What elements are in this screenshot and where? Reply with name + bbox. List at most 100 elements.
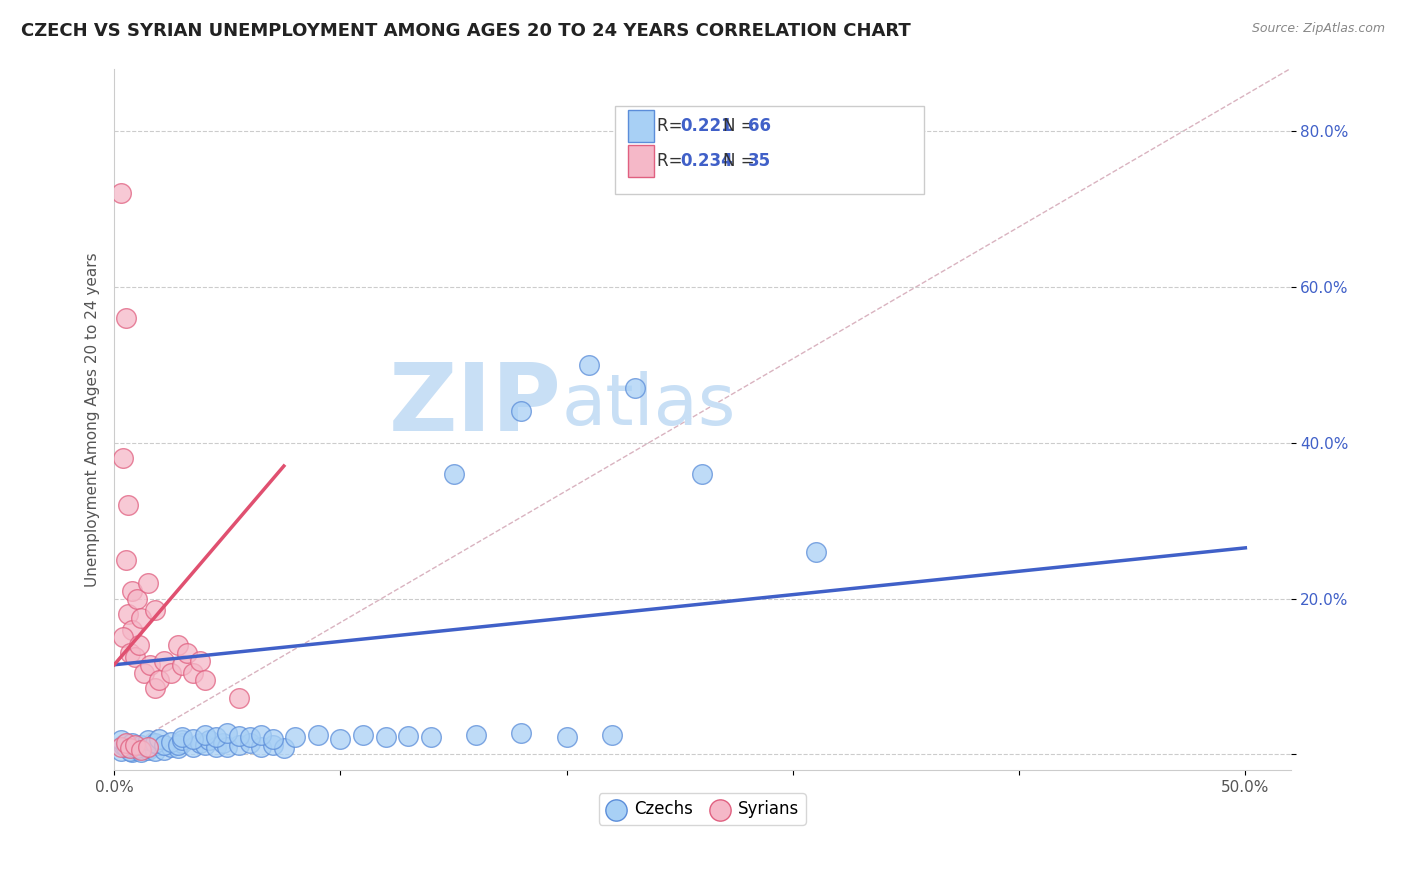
Point [284,731,307,745]
Point [124,739,146,754]
Point [131,611,153,625]
Point [117,498,139,512]
Point [125,741,148,756]
Point [194,738,217,752]
Point [121,623,143,637]
Text: Source: ZipAtlas.com: Source: ZipAtlas.com [1251,22,1385,36]
Point [510,404,533,418]
Point [112,631,135,645]
Point [183,739,205,754]
Text: N =: N = [723,117,759,135]
Point [131,738,153,752]
Point [804,545,827,559]
Point [623,381,645,395]
Point [118,744,141,758]
Point [110,739,132,754]
Point [262,731,284,746]
Point [352,728,374,742]
Point [170,731,193,745]
Text: 0.234: 0.234 [681,152,733,169]
Point [121,745,143,759]
Point [194,728,217,742]
Point [374,731,396,745]
Point [307,728,329,742]
Point [124,738,146,752]
Point [262,738,284,752]
Point [205,731,228,745]
Point [117,741,139,756]
Point [170,733,193,747]
Point [166,738,188,752]
Point [112,451,135,466]
Point [183,665,205,680]
Point [205,739,228,754]
Point [131,743,153,757]
Point [136,743,159,757]
Point [183,731,205,746]
Legend: Czechs, Syrians: Czechs, Syrians [599,794,806,825]
Point [250,739,273,754]
Point [143,603,166,617]
Point [239,736,262,750]
Point [136,739,159,754]
Point [153,743,176,757]
Point [136,576,159,591]
Point [555,731,578,745]
Point [273,741,295,756]
Point [121,583,143,598]
Point [170,737,193,751]
Text: N =: N = [723,152,759,169]
Point [176,646,198,660]
Point [114,310,136,325]
Point [153,738,176,752]
Point [329,731,352,746]
Point [188,654,211,668]
Point [228,738,250,752]
Point [228,691,250,706]
Point [117,607,139,621]
Text: R=: R= [658,117,688,135]
Point [118,646,141,660]
Point [228,729,250,743]
Point [170,657,193,672]
Point [159,739,181,754]
Point [159,665,181,680]
Text: 35: 35 [748,152,770,169]
Point [211,737,233,751]
Point [198,733,221,747]
Text: CZECH VS SYRIAN UNEMPLOYMENT AMONG AGES 20 TO 24 YEARS CORRELATION CHART: CZECH VS SYRIAN UNEMPLOYMENT AMONG AGES … [21,22,911,40]
Point [692,467,714,481]
Point [148,731,170,746]
Point [159,735,181,749]
Point [124,650,146,665]
Point [188,736,211,750]
Point [136,741,159,756]
Point [239,731,262,745]
Text: R=: R= [658,152,688,169]
Y-axis label: Unemployment Among Ages 20 to 24 years: Unemployment Among Ages 20 to 24 years [86,252,100,587]
Text: 66: 66 [748,117,770,135]
Point [131,745,153,759]
Point [600,728,623,742]
Point [136,733,159,747]
Text: 0.221: 0.221 [681,117,733,135]
Text: ZIP: ZIP [388,359,561,451]
Point [217,739,239,754]
Point [143,743,166,757]
Point [110,733,132,747]
Point [114,552,136,566]
Point [153,654,176,668]
Point [148,738,170,752]
Point [114,736,136,750]
Point [125,591,148,606]
Point [132,665,155,680]
Point [139,657,162,672]
Point [166,638,188,652]
Point [166,741,188,756]
Point [396,729,419,743]
Point [217,725,239,739]
Point [194,673,217,688]
Point [128,638,150,652]
Text: atlas: atlas [561,371,735,440]
Point [114,739,136,754]
